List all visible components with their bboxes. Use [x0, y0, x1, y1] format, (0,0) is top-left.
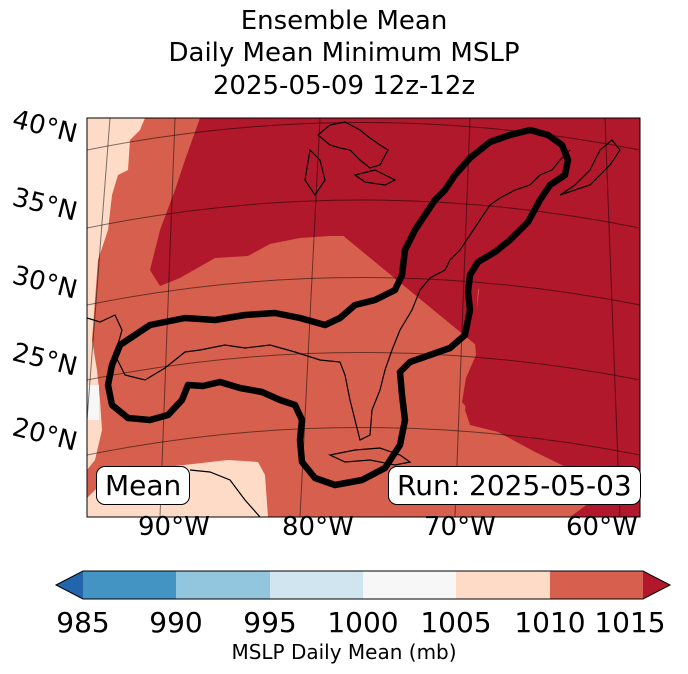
lon-line-90 [159, 118, 176, 517]
field-below-1005 [87, 385, 99, 420]
cuba [328, 447, 412, 466]
run-date-box: Run: 2025-05-03 [388, 466, 641, 505]
contour-1010 [104, 126, 572, 489]
colorbar-segment-1000-1005 [363, 571, 456, 599]
colorbar-segment-1010-1015 [550, 571, 643, 599]
colorbar-tick-1015: 1015 [594, 606, 666, 639]
map-frame [86, 117, 641, 518]
nova-scotia [559, 139, 621, 196]
colorbar-segment-985-990 [83, 571, 176, 599]
colorbar-extend-high [643, 571, 670, 599]
lon-label-70w: 70°W [424, 512, 496, 542]
colorbar-outline [54, 570, 672, 600]
colorbar-tick-995: 995 [243, 606, 297, 639]
gulf-coast [87, 149, 571, 441]
yucatan-coast [189, 469, 261, 517]
colorbar-segment-1005-1010 [456, 571, 550, 599]
lon-line-70 [454, 118, 471, 517]
colorbar-segment-990-995 [176, 571, 270, 599]
lon-line-60 [604, 118, 621, 517]
lat-line-40 [87, 122, 640, 151]
lat-line-35 [87, 199, 640, 229]
colorbar-tick-1000: 1000 [327, 606, 399, 639]
lat-line-30 [87, 277, 640, 306]
colorbar-segment-995-1000 [270, 571, 363, 599]
field-above-1010-main [150, 118, 640, 478]
colorbar-tick-985: 985 [56, 606, 110, 639]
colorbar-extend-low [56, 571, 83, 599]
lon-line-95 [87, 118, 111, 421]
colorbar-tick-990: 990 [149, 606, 203, 639]
title-line-1: Ensemble Mean [240, 6, 448, 36]
colorbar-label: MSLP Daily Mean (mb) [231, 640, 457, 664]
colorbar [54, 570, 672, 600]
coastlines [87, 121, 621, 517]
colorbar-tick-1005: 1005 [420, 606, 492, 639]
lat-line-25 [87, 352, 640, 381]
field-1000-1005-west [87, 118, 145, 470]
colorbar-tick-1010: 1010 [514, 606, 586, 639]
lon-label-90w: 90°W [138, 512, 210, 542]
lon-label-80w: 80°W [282, 512, 354, 542]
lon-label-60w: 60°W [566, 512, 638, 542]
mean-label-box: Mean [96, 466, 191, 505]
title-line-3: 2025-05-09 12z-12z [212, 71, 476, 101]
great-lakes [304, 121, 397, 197]
title-line-2: Daily Mean Minimum MSLP [168, 38, 520, 68]
